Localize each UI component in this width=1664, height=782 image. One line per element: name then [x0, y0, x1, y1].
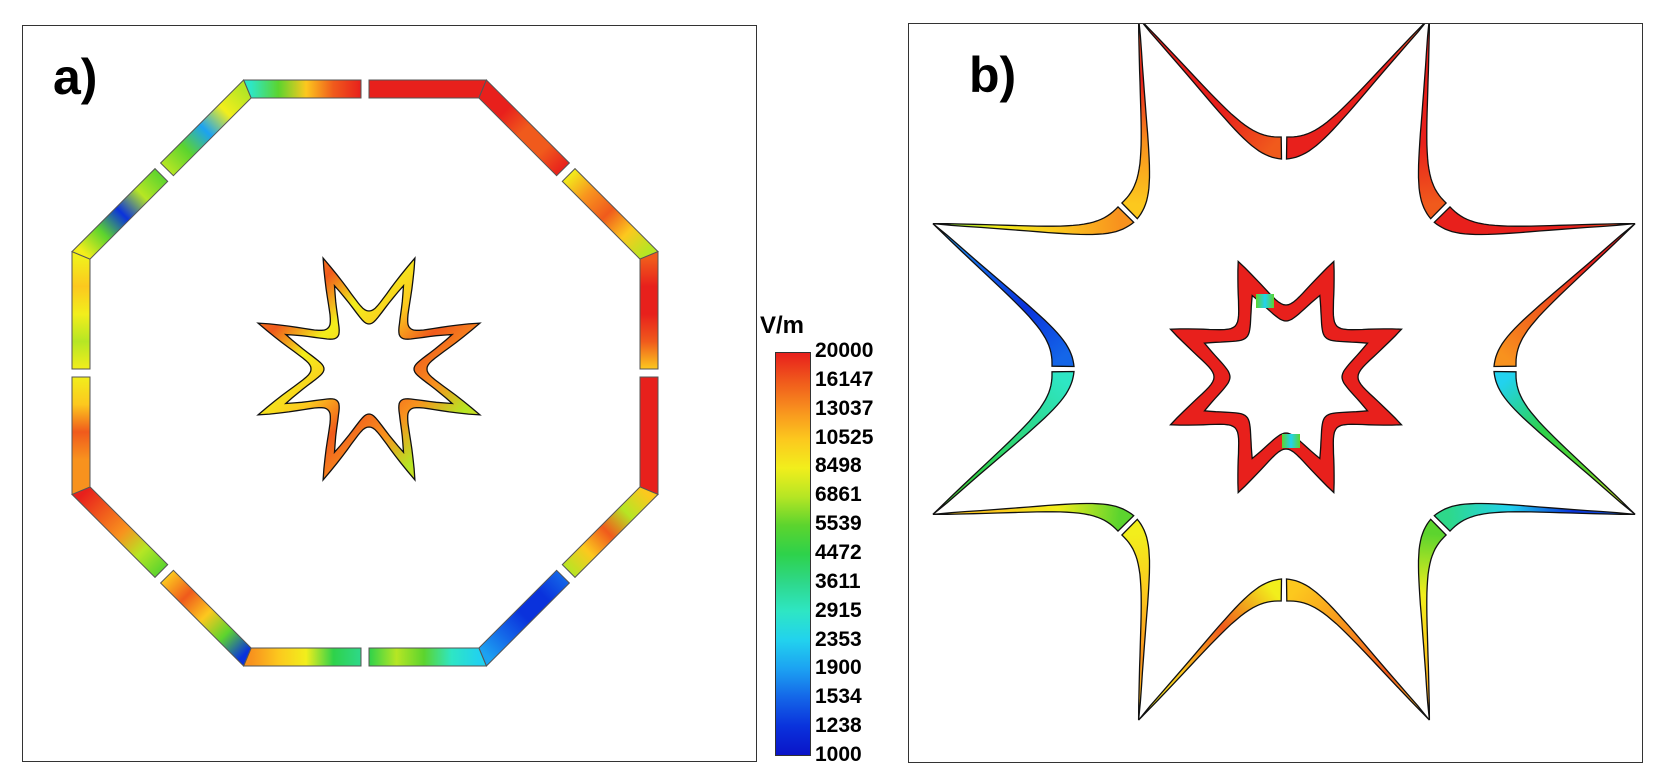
curved-star-ring-diagram [932, 24, 1636, 721]
curved-arm [1433, 205, 1636, 236]
colorbar-tick-label: 1534 [815, 685, 862, 709]
colorbar-tick-label: 2353 [815, 627, 862, 651]
colorbar-tick-label: 1238 [815, 714, 862, 738]
curved-arm [1417, 24, 1448, 220]
curved-arm [1493, 370, 1636, 515]
curved-arm [1433, 502, 1636, 533]
colorbar-unit: V/m [760, 312, 805, 339]
curved-arm [1285, 24, 1426, 160]
center-star [256, 256, 482, 482]
colorbar-tick-label: 1900 [815, 656, 862, 680]
curved-arm [932, 370, 1075, 515]
ring-segment [478, 569, 571, 667]
ring-segment [478, 79, 571, 177]
colorbar-tick-label: 3611 [815, 569, 861, 593]
ring-segment [368, 647, 488, 667]
center-star [1169, 260, 1403, 494]
ring-segment [639, 250, 659, 370]
colorbar-tick-label: 20000 [815, 339, 874, 362]
colorbar-tick-label: 4472 [815, 541, 862, 564]
ring-segment [159, 569, 252, 667]
colorbar-tick-label: 13037 [815, 396, 874, 420]
panel-label-b: b) [969, 47, 1017, 103]
octagon-ring-diagram [71, 79, 659, 667]
curved-arm [932, 205, 1135, 236]
ring-segment [561, 167, 659, 260]
colorbar-tick-label: 2915 [815, 598, 862, 622]
star-highlight [1282, 434, 1300, 448]
ring-segment [71, 250, 91, 370]
star-highlight [1256, 294, 1274, 308]
curved-arm [932, 502, 1135, 533]
ring-segment [639, 376, 659, 496]
colorbar-tick-label: 6861 [815, 483, 862, 507]
colorbar-tick-label: 10525 [815, 425, 874, 449]
ring-segment [71, 486, 169, 579]
curved-arm [1285, 578, 1430, 721]
curved-arm [1142, 24, 1283, 160]
curved-arm [932, 223, 1075, 368]
colorbar-tick-label: 5539 [815, 512, 862, 536]
curved-arm [1493, 223, 1636, 368]
panel-label-a: a) [53, 49, 98, 105]
ring-segment [71, 167, 169, 260]
colorbar-tick-label: 16147 [815, 367, 874, 391]
ring-segment [71, 376, 91, 496]
ring-segment [561, 486, 659, 579]
colorbar-tick-label: 1000 [815, 743, 862, 766]
colorbar [775, 352, 811, 756]
curved-arm [1138, 578, 1283, 721]
ring-segment [242, 79, 362, 99]
colorbar-tick-label: 8498 [815, 454, 862, 478]
panel-b: b) [908, 23, 1643, 763]
ring-segment [159, 79, 252, 177]
curved-arm [1417, 518, 1448, 721]
ring-segment [242, 647, 362, 667]
curved-arm [1120, 518, 1151, 721]
panel-a: a) [22, 25, 757, 762]
curved-arm [1120, 24, 1151, 220]
ring-segment [368, 79, 488, 99]
